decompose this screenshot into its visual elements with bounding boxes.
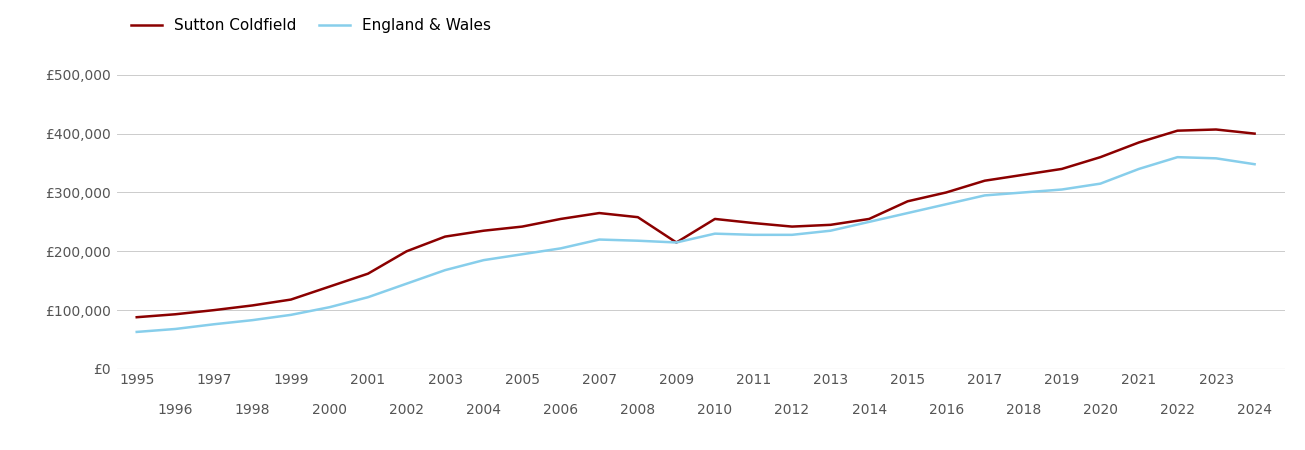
Text: 2014: 2014 bbox=[852, 403, 886, 417]
Legend: Sutton Coldfield, England & Wales: Sutton Coldfield, England & Wales bbox=[125, 12, 497, 39]
Text: 2020: 2020 bbox=[1083, 403, 1118, 417]
Text: 2000: 2000 bbox=[312, 403, 347, 417]
Text: 2010: 2010 bbox=[697, 403, 732, 417]
Text: 2002: 2002 bbox=[389, 403, 424, 417]
Text: 2016: 2016 bbox=[929, 403, 964, 417]
Text: 1998: 1998 bbox=[235, 403, 270, 417]
Text: 1996: 1996 bbox=[158, 403, 193, 417]
Text: 2022: 2022 bbox=[1160, 403, 1195, 417]
Text: 2004: 2004 bbox=[466, 403, 501, 417]
Text: 2006: 2006 bbox=[543, 403, 578, 417]
Text: 2012: 2012 bbox=[774, 403, 809, 417]
Text: 2024: 2024 bbox=[1237, 403, 1272, 417]
Text: 2018: 2018 bbox=[1006, 403, 1041, 417]
Text: 2008: 2008 bbox=[620, 403, 655, 417]
